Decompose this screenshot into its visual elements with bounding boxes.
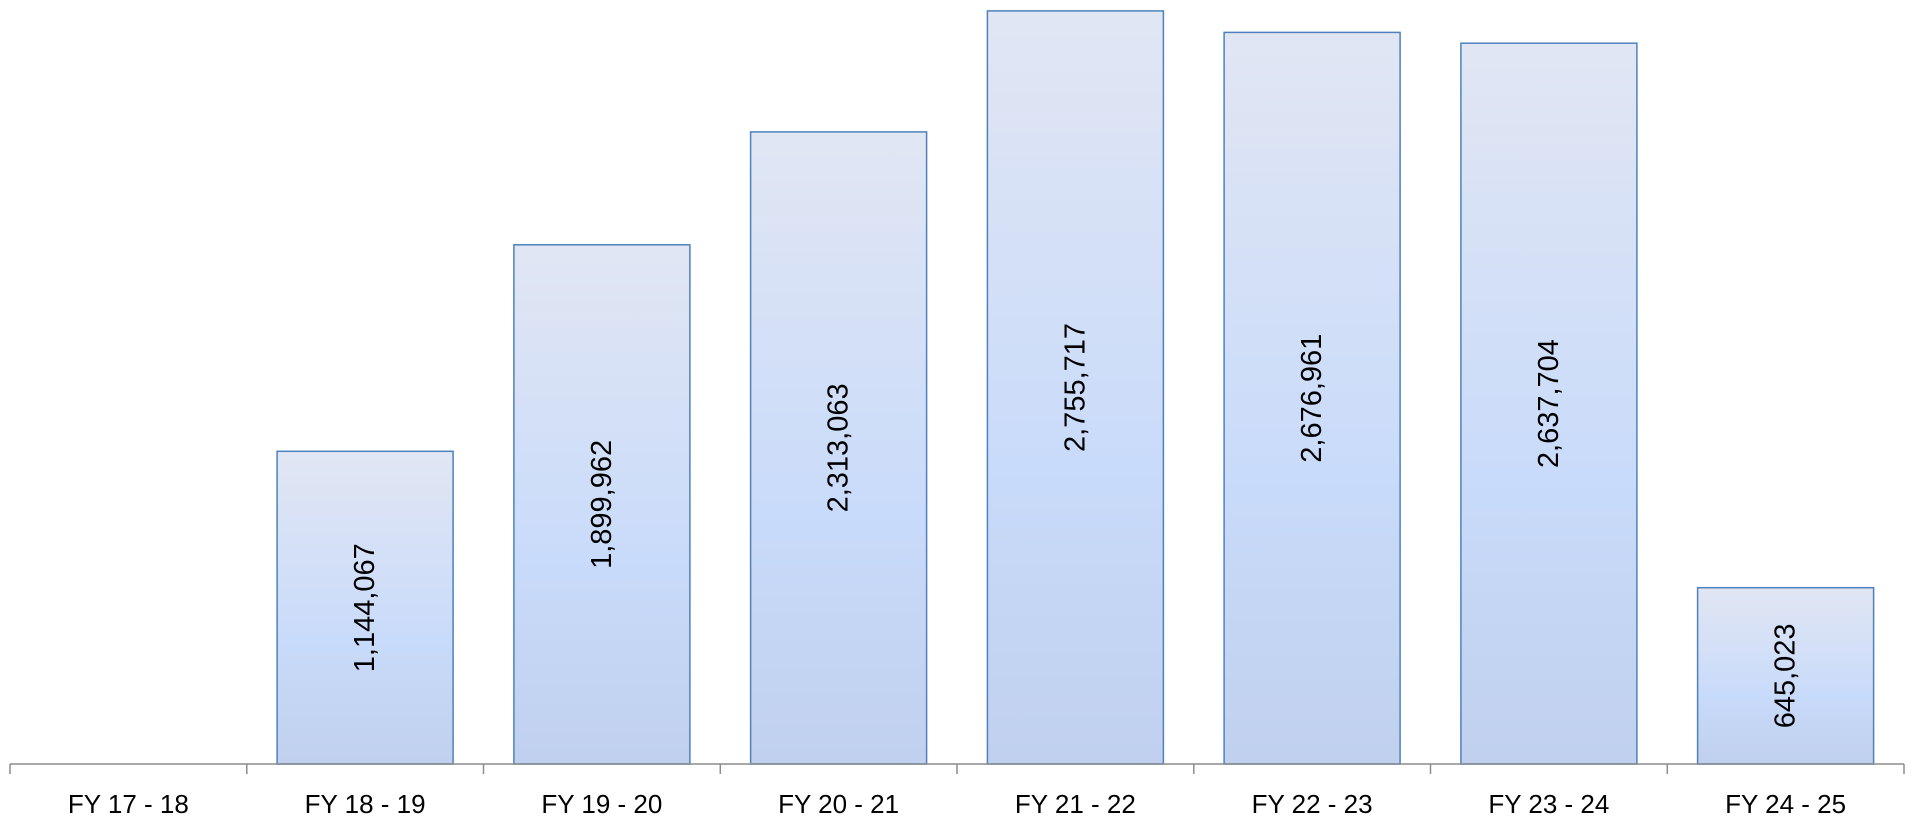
bar-value-label: 1,144,067	[349, 543, 381, 672]
bar-value-label: 2,637,704	[1533, 339, 1565, 468]
x-tick-label: FY 20 - 21	[778, 789, 899, 819]
bar-value-label: 2,313,063	[823, 383, 855, 512]
bars-layer	[276, 10, 1875, 765]
x-tick-label: FY 19 - 20	[541, 789, 662, 819]
x-tick-label: FY 17 - 18	[68, 789, 189, 819]
bar-5	[1223, 31, 1401, 765]
x-tick-label: FY 21 - 22	[1015, 789, 1136, 819]
bar-value-label: 2,755,717	[1059, 323, 1091, 452]
bar-6	[1460, 42, 1638, 765]
x-axis: FY 17 - 18 FY 18 - 19 FY 19 - 20 FY 20 - 21…	[9, 763, 1905, 819]
bar-value-label: 2,676,961	[1296, 334, 1328, 463]
bar-4	[986, 10, 1165, 765]
bar-3	[749, 131, 928, 765]
bar-1	[276, 450, 454, 765]
bar-value-label: 645,023	[1770, 623, 1802, 728]
bar-2	[513, 244, 691, 765]
x-tick-label: FY 18 - 19	[305, 789, 426, 819]
x-tick-label: FY 23 - 24	[1488, 789, 1609, 819]
data-labels-layer: 1,144,067 1,899,962 2,313,063 2,755,717 2,67…	[349, 323, 1802, 728]
x-tick-label: FY 22 - 23	[1252, 789, 1373, 819]
bar-value-label: 1,899,962	[586, 440, 618, 569]
x-tick-label: FY 24 - 25	[1725, 789, 1846, 819]
